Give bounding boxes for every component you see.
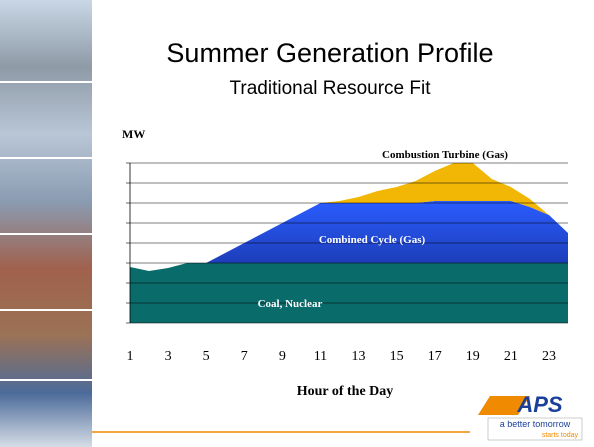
- area: [130, 163, 568, 271]
- x-tick-label: 3: [165, 349, 172, 364]
- photo-strip: [0, 0, 92, 447]
- logo-brand: APS: [516, 392, 563, 417]
- x-tick-label: 17: [428, 349, 442, 364]
- slide-subtitle: Traditional Resource Fit: [230, 78, 432, 99]
- x-tick-label: 11: [314, 349, 327, 364]
- x-tick-label: 13: [352, 349, 366, 364]
- x-tick-label: 9: [279, 349, 286, 364]
- x-tick-label: 1: [127, 349, 134, 364]
- photo-dividers: [0, 81, 92, 381]
- logo-tagline: a better tomorrow: [500, 419, 571, 429]
- y-axis-label: MW: [122, 127, 145, 141]
- logo-box: [487, 417, 583, 441]
- logo: APS a better tomorrow starts today: [478, 392, 583, 441]
- logo-tagline2: starts today: [542, 432, 579, 439]
- x-tick-label: 23: [542, 349, 556, 364]
- area: [130, 263, 568, 323]
- series-label: Coal, Nuclear: [258, 298, 323, 310]
- x-tick-label: 5: [203, 349, 210, 364]
- area: [130, 201, 568, 271]
- slide-title: Summer Generation Profile: [166, 38, 493, 68]
- logo-swoosh: [478, 396, 530, 415]
- x-tick-label: 19: [466, 349, 480, 364]
- x-axis-label: Hour of the Day: [297, 384, 394, 399]
- x-tick-label: 15: [390, 349, 404, 364]
- x-tick-label: 7: [241, 349, 248, 364]
- series-label: Combustion Turbine (Gas): [382, 149, 508, 161]
- series-label: Combined Cycle (Gas): [319, 234, 426, 246]
- x-tick-label: 21: [504, 349, 518, 364]
